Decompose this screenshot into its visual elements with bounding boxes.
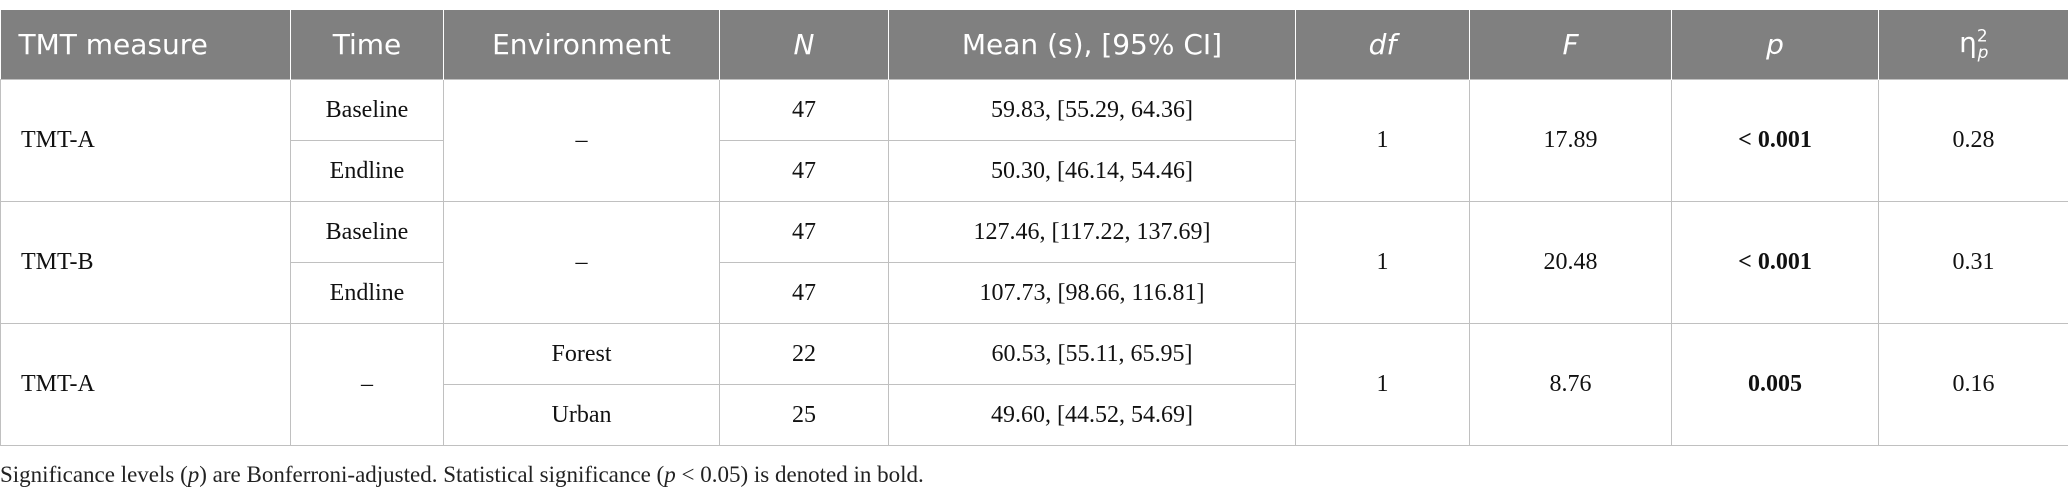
f: 17.89 bbox=[1469, 79, 1672, 202]
p: < 0.001 bbox=[1671, 201, 1879, 324]
mean: 60.53, [55.11, 65.95] bbox=[888, 323, 1296, 385]
p: 0.005 bbox=[1671, 323, 1879, 446]
environment: – bbox=[443, 79, 720, 202]
footnote: Significance levels (p) are Bonferroni-a… bbox=[0, 462, 924, 488]
p-value: < 0.001 bbox=[1738, 127, 1812, 153]
eta: 0.31 bbox=[1878, 201, 2068, 324]
header-cell: p bbox=[1671, 10, 1879, 80]
p: < 0.001 bbox=[1671, 79, 1879, 202]
row: Endline 47 50.30, [46.14, 54.46] bbox=[1, 140, 2068, 202]
header-cell: F bbox=[1469, 10, 1672, 80]
eta-sub: p bbox=[1977, 43, 1989, 64]
n: 47 bbox=[719, 140, 889, 202]
footnote-text: Significance levels ( bbox=[0, 462, 188, 487]
time: Baseline bbox=[290, 79, 444, 141]
header-cell: Mean (s), [95% CI] bbox=[888, 10, 1296, 80]
row: TMT-B Baseline – 47 127.46, [117.22, 137… bbox=[0, 201, 2068, 324]
eta-sup: 2 bbox=[1976, 26, 1988, 47]
mean: 50.30, [46.14, 54.46] bbox=[888, 140, 1296, 202]
df: 1 bbox=[1295, 79, 1470, 202]
mean: 127.46, [117.22, 137.69] bbox=[888, 201, 1296, 263]
header-cell: Time bbox=[290, 10, 444, 80]
header-cell: N bbox=[719, 10, 889, 80]
eta-symbol: η bbox=[1959, 25, 1977, 59]
f: 8.76 bbox=[1469, 323, 1672, 446]
environment: – bbox=[443, 201, 720, 324]
f: 20.48 bbox=[1469, 201, 1672, 324]
environment: Urban bbox=[443, 384, 720, 446]
environment: Forest bbox=[443, 323, 720, 385]
measure: TMT-A bbox=[0, 79, 291, 202]
mean: 49.60, [44.52, 54.69] bbox=[888, 384, 1296, 446]
row: TMT-A Baseline – 47 59.83, [55.29, 64.36… bbox=[0, 79, 2068, 202]
n: 47 bbox=[719, 79, 889, 141]
p-value: 0.005 bbox=[1748, 371, 1802, 397]
header-cell: Environment bbox=[443, 10, 720, 80]
n: 47 bbox=[719, 201, 889, 263]
n: 47 bbox=[719, 262, 889, 324]
header-cell: η2p bbox=[1878, 10, 2068, 80]
df: 1 bbox=[1295, 201, 1470, 324]
row: TMT-A – Forest 22 60.53, [55.11, 65.95] … bbox=[0, 323, 2068, 446]
mean: 107.73, [98.66, 116.81] bbox=[888, 262, 1296, 324]
footnote-text: ) are Bonferroni-adjusted. Statistical s… bbox=[199, 462, 665, 487]
mean: 59.83, [55.29, 64.36] bbox=[888, 79, 1296, 141]
footnote-text: p bbox=[187, 462, 200, 487]
time: Baseline bbox=[290, 201, 444, 263]
time: Endline bbox=[290, 140, 444, 202]
time: – bbox=[290, 323, 444, 446]
header-cell: TMT measure bbox=[0, 10, 291, 80]
n: 22 bbox=[719, 323, 889, 385]
footnote-text: p bbox=[664, 462, 676, 487]
footnote-text: < 0.05) is denoted in bold. bbox=[675, 462, 924, 487]
time: Endline bbox=[290, 262, 444, 324]
results-table: TMT measure Time Environment N Mean (s),… bbox=[0, 10, 2068, 446]
n: 25 bbox=[719, 384, 889, 446]
df: 1 bbox=[1295, 323, 1470, 446]
eta: 0.28 bbox=[1878, 79, 2068, 202]
eta: 0.16 bbox=[1878, 323, 2068, 446]
measure: TMT-B bbox=[0, 201, 291, 324]
header-row: TMT measure Time Environment N Mean (s),… bbox=[0, 10, 2068, 80]
measure: TMT-A bbox=[0, 323, 291, 446]
p-value: < 0.001 bbox=[1738, 249, 1812, 275]
row: Urban 25 49.60, [44.52, 54.69] bbox=[1, 384, 2068, 446]
header-cell: df bbox=[1295, 10, 1470, 80]
